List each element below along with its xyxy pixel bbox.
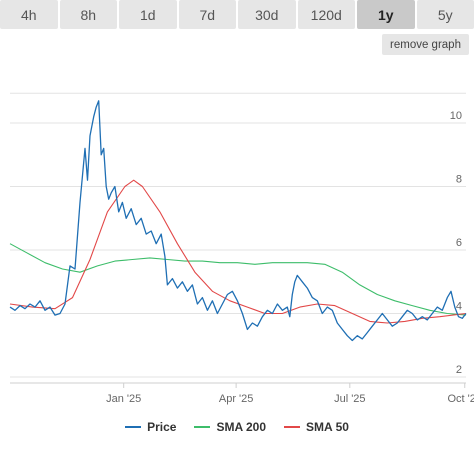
range-tab-1d[interactable]: 1d bbox=[119, 0, 177, 29]
legend-item-price[interactable]: Price bbox=[125, 420, 176, 434]
range-tab-7d[interactable]: 7d bbox=[178, 0, 236, 29]
y-tick-label: 6 bbox=[456, 237, 462, 249]
legend-label: SMA 200 bbox=[216, 420, 267, 434]
x-tick-label: Oct '25 bbox=[447, 393, 474, 405]
range-tabs: 4h 8h 1d 7d 30d 120d 1y 5y bbox=[0, 0, 474, 30]
legend-item-sma-50[interactable]: SMA 50 bbox=[284, 420, 349, 434]
series-line-price bbox=[9, 100, 467, 342]
remove-graph-button[interactable]: remove graph bbox=[382, 34, 469, 55]
y-tick-label: 10 bbox=[450, 110, 462, 122]
range-tab-4h[interactable]: 4h bbox=[0, 0, 58, 29]
series-line-sma-200 bbox=[9, 243, 467, 316]
legend-swatch bbox=[284, 426, 301, 428]
y-tick-label: 8 bbox=[456, 174, 462, 186]
chart-legend: Price SMA 200 SMA 50 bbox=[0, 420, 474, 434]
legend-swatch bbox=[194, 426, 211, 428]
y-tick-label: 2 bbox=[456, 364, 462, 376]
series-line-sma-50 bbox=[9, 179, 467, 324]
legend-swatch bbox=[125, 426, 142, 428]
x-tick-label: Jul '25 bbox=[334, 393, 365, 405]
legend-item-sma-200[interactable]: SMA 200 bbox=[194, 420, 266, 434]
legend-label: Price bbox=[147, 420, 177, 434]
range-tab-120d[interactable]: 120d bbox=[297, 0, 355, 29]
range-tab-1y[interactable]: 1y bbox=[357, 0, 415, 29]
range-tab-5y[interactable]: 5y bbox=[416, 0, 474, 29]
y-tick-label: 4 bbox=[456, 301, 462, 313]
range-tab-30d[interactable]: 30d bbox=[238, 0, 296, 29]
x-tick-label: Jan '25 bbox=[106, 393, 141, 405]
x-tick-label: Apr '25 bbox=[219, 393, 254, 405]
legend-label: SMA 50 bbox=[306, 420, 349, 434]
range-tab-8h[interactable]: 8h bbox=[59, 0, 117, 29]
